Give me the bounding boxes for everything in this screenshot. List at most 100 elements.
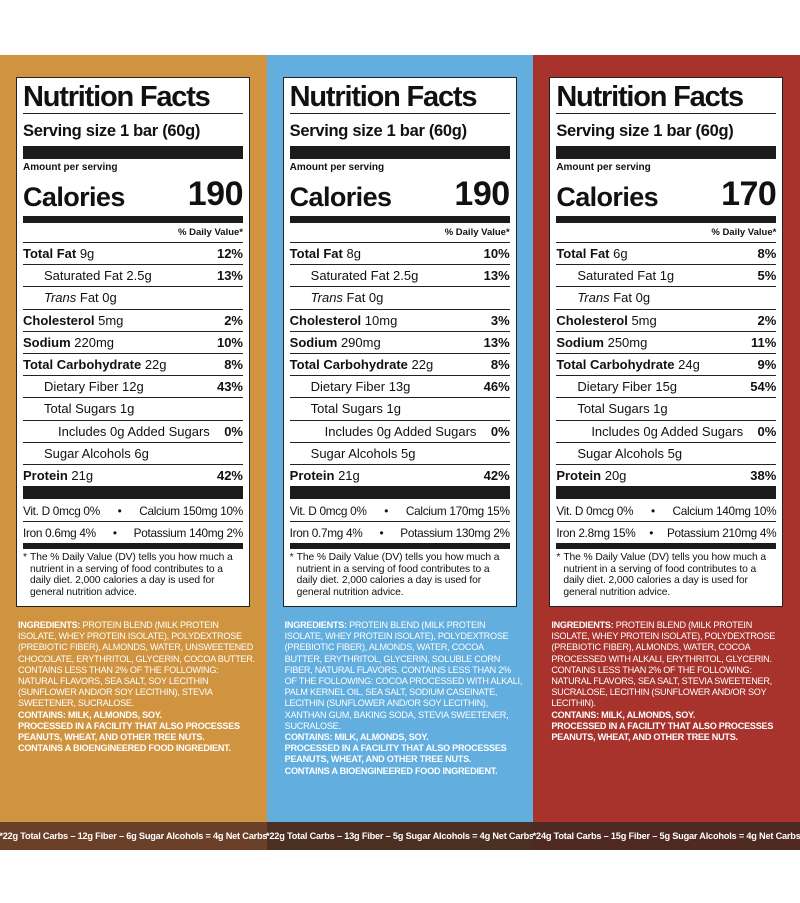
bioengineered-note: CONTAINS A BIOENGINEERED FOOD INGREDIENT… — [284, 765, 498, 776]
dietary-fiber-pct: 43% — [216, 379, 243, 395]
ingredients-text: PROTEIN BLEND (MILK PROTEIN ISOLATE, WHE… — [18, 620, 255, 709]
vitamin-row: Vit. D 0mcg 0% • Calcium 140mg 10% — [556, 499, 776, 521]
cholesterol-label: Cholesterol — [23, 312, 95, 328]
ingredients-text: PROTEIN BLEND (MILK PROTEIN ISOLATE, WHE… — [284, 620, 523, 731]
footnote-text: The % Daily Value (DV) tells you how muc… — [30, 552, 233, 598]
daily-value-footnote: * The % Daily Value (DV) tells you how m… — [289, 543, 510, 598]
sugar-alcohols: Sugar Alcohols 6g — [44, 445, 149, 461]
net-carbs-footer: *22g Total Carbs – 13g Fiber – 5g Sugar … — [266, 822, 534, 850]
total-sugars-row: Total Sugars 1g — [23, 397, 243, 419]
sodium-amount: 290mg — [337, 334, 381, 350]
sodium-row: Sodium 250mg 11% — [556, 330, 777, 353]
total-sugars-row: Total Sugars 1g — [556, 397, 777, 419]
calories-value: 170 — [721, 175, 777, 213]
sugar-alcohols: Sugar Alcohols 5g — [577, 445, 683, 461]
total-carbohydrate-row: Total Carbohydrate 24g 9% — [556, 352, 777, 375]
product-panel-3: Nutrition Facts Serving size 1 bar (60g)… — [533, 55, 800, 850]
protein-row: Protein 20g 38% — [556, 463, 777, 486]
protein-label: Protein — [289, 467, 335, 483]
protein-pct: 42% — [483, 467, 510, 483]
divider-thick — [556, 146, 777, 159]
total-carbohydrate-amount: 22g — [141, 357, 167, 373]
vitamin-row: Vit. D 0mcg 0% • Calcium 170mg 15% — [290, 499, 510, 521]
sodium-pct: 11% — [751, 334, 777, 350]
ingredients-block: INGREDIENTS: PROTEIN BLEND (MILK PROTEIN… — [285, 620, 523, 777]
facility-warning: PROCESSED IN A FACILITY THAT ALSO PROCES… — [551, 720, 774, 743]
ingredients-text: PROTEIN BLEND (MILK PROTEIN ISOLATE, WHE… — [551, 620, 776, 709]
serving-size: Serving size 1 bar (60g) — [556, 122, 734, 140]
serving-size: Serving size 1 bar (60g) — [23, 122, 201, 140]
amount-per-serving: Amount per serving — [556, 162, 651, 173]
divider-thick — [23, 486, 243, 500]
cholesterol-amount: 5mg — [94, 312, 124, 328]
dietary-fiber-amount: 15g — [651, 379, 678, 395]
daily-value-header: % Daily Value* — [178, 227, 243, 238]
calcium: Calcium 150mg 10% — [139, 504, 243, 519]
nutrition-facts-title: Nutrition Facts — [556, 81, 744, 113]
potassium: Potassium 130mg 2% — [400, 525, 510, 540]
vitamin-row: Vit. D 0mcg 0% • Calcium 150mg 10% — [23, 499, 243, 521]
saturated-fat-row: Saturated Fat 1g 5% — [556, 264, 777, 286]
daily-value-header: % Daily Value* — [711, 227, 777, 238]
trans-fat-row: Trans Fat 0g — [289, 286, 510, 308]
bullet: • — [384, 504, 389, 519]
protein-label: Protein — [23, 467, 68, 483]
saturated-fat-pct: 13% — [483, 268, 510, 284]
product-panel-1: Nutrition Facts Serving size 1 bar (60g)… — [0, 55, 268, 850]
total-sugars: Total Sugars 1g — [577, 401, 668, 417]
total-sugars: Total Sugars 1g — [44, 401, 135, 417]
calories-label: Calories — [556, 182, 659, 212]
calories-label: Calories — [289, 182, 392, 212]
footnote-star: * — [289, 552, 294, 564]
total-sugars: Total Sugars 1g — [310, 401, 401, 417]
nutrition-facts-title: Nutrition Facts — [289, 81, 478, 113]
sugar-alcohols-row: Sugar Alcohols 5g — [289, 441, 510, 464]
divider-medium — [556, 216, 777, 223]
sodium-pct: 10% — [216, 334, 243, 350]
added-sugars: Includes 0g Added Sugars — [324, 423, 477, 439]
trans-fat-rest: Fat 0g — [342, 290, 384, 306]
trans-fat-italic: Trans — [44, 290, 77, 306]
cholesterol-amount: 10mg — [361, 312, 398, 328]
nutrition-facts-label: Nutrition Facts Serving size 1 bar (60g)… — [282, 77, 517, 607]
bullet: • — [379, 525, 384, 540]
saturated-fat-row: Saturated Fat 2.5g 13% — [289, 264, 510, 286]
sodium-row: Sodium 290mg 13% — [289, 330, 510, 353]
trans-fat-italic: Trans — [310, 290, 343, 306]
iron: Iron 0.7mg 4% — [289, 525, 363, 540]
bullet: • — [112, 525, 117, 540]
added-sugars: Includes 0g Added Sugars — [591, 423, 744, 439]
facility-warning: PROCESSED IN A FACILITY THAT ALSO PROCES… — [18, 720, 240, 743]
footnote-star: * — [23, 552, 27, 564]
total-fat-label: Total Fat — [289, 246, 343, 262]
protein-row: Protein 21g 42% — [23, 463, 243, 486]
amount-per-serving: Amount per serving — [23, 162, 118, 173]
sugar-alcohols-row: Sugar Alcohols 5g — [556, 441, 777, 464]
sodium-pct: 13% — [483, 334, 510, 350]
total-carbohydrate-row: Total Carbohydrate 22g 8% — [23, 352, 243, 375]
dietary-fiber-row: Dietary Fiber 12g 43% — [23, 375, 243, 397]
saturated-fat-amount: 1g — [656, 268, 675, 284]
mineral-row: Iron 0.7mg 4% • Potassium 130mg 2% — [289, 521, 510, 543]
saturated-fat-row: Saturated Fat 2.5g 13% — [23, 264, 243, 286]
sugar-alcohols-row: Sugar Alcohols 6g — [23, 441, 243, 464]
allergen-contains: CONTAINS: MILK, ALMONDS, SOY. — [18, 709, 162, 720]
calories-row: Calories 190 — [289, 174, 511, 212]
cholesterol-label: Cholesterol — [556, 312, 628, 328]
bioengineered-note: CONTAINS A BIOENGINEERED FOOD INGREDIENT… — [18, 743, 231, 754]
sodium-label: Sodium — [556, 334, 604, 350]
nutrition-facts-title: Nutrition Facts — [23, 81, 211, 113]
cholesterol-pct: 2% — [224, 312, 243, 328]
bullet: • — [117, 504, 122, 519]
calcium: Calcium 140mg 10% — [672, 504, 777, 519]
divider-medium — [23, 216, 243, 223]
vitamin-d: Vit. D 0mcg 0% — [289, 504, 367, 519]
sodium-row: Sodium 220mg 10% — [23, 330, 243, 353]
cholesterol-amount: 5mg — [627, 312, 657, 328]
divider-thick — [556, 486, 777, 500]
net-carbs-footer: *24g Total Carbs – 15g Fiber – 5g Sugar … — [533, 822, 800, 850]
added-sugars-pct: 0% — [490, 423, 510, 439]
ingredients-label: INGREDIENTS: — [551, 620, 614, 630]
added-sugars-row: Includes 0g Added Sugars 0% — [289, 419, 510, 442]
potassium: Potassium 210mg 4% — [666, 525, 777, 540]
